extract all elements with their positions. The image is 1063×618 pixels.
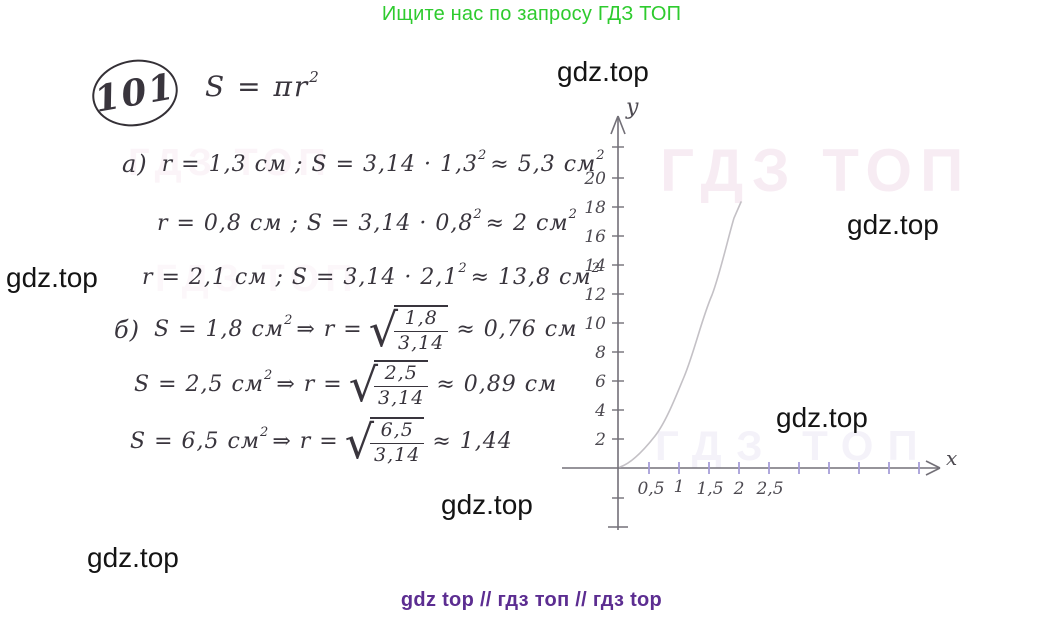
math-text: ⇒ r = [296, 317, 363, 343]
function-graph: у х 20 18 16 14 12 10 8 6 4 2 0,5 1 1,5 … [562, 95, 957, 530]
math-text: ≈ 0,89 см [436, 372, 558, 398]
x-axis-ticks [648, 462, 920, 474]
x-axis-label: х [946, 446, 957, 470]
exponent: 2 [264, 368, 274, 384]
y-axis [610, 115, 626, 530]
radical-sign: √ [344, 414, 376, 469]
exponent: 2 [478, 147, 488, 163]
exponent: 2 [458, 261, 468, 276]
exponent: 2 [473, 207, 483, 222]
fraction-numerator: 6,5 [370, 419, 425, 444]
math-text: S = 1,8 см [154, 317, 285, 343]
y-tick-labels: 20 18 16 14 12 10 8 6 4 2 [583, 169, 606, 450]
footer-links-text: gdz top // гдз топ // гдз top [400, 589, 663, 611]
svg-text:2,5: 2,5 [755, 479, 783, 499]
solution-line-a2: r = 0,8 см ; S = 3,14 · 0,8 2 ≈ 2 см 2 [143, 207, 581, 236]
problem-number: 101 [86, 53, 184, 133]
svg-text:0,5: 0,5 [637, 479, 664, 499]
svg-text:20: 20 [583, 169, 606, 189]
fraction-denominator: 3,14 [378, 386, 425, 409]
svg-text:14: 14 [584, 256, 606, 276]
watermark-gdz-top: gdz.top [776, 402, 868, 433]
faint-watermark: ГДЗ ТОП [128, 142, 332, 184]
fraction-numerator: 2,5 [374, 362, 429, 387]
math-text: ≈ 5,3 см [490, 151, 597, 177]
svg-text:8: 8 [595, 343, 606, 363]
part-label: а) [122, 150, 148, 178]
math-text: ≈ 2 см [485, 211, 569, 236]
math-text: S = 6,5 см [130, 429, 261, 455]
watermark-gdz-top: gdz.top [441, 489, 533, 520]
math-text: ⇒ r = [276, 372, 343, 398]
fraction: 6,5 3,14 [370, 417, 425, 467]
y-axis-ticks [608, 146, 628, 528]
svg-text:10: 10 [584, 314, 606, 334]
exponent: 2 [591, 261, 601, 276]
svg-text:2: 2 [594, 430, 606, 450]
svg-text:1,5: 1,5 [696, 479, 723, 499]
watermark-gdz-top: gdz.top [87, 542, 179, 573]
exponent: 2 [568, 207, 578, 222]
math-text: ≈ 13,8 см [470, 265, 592, 290]
solution-line-b1: б) S = 1,8 см 2 ⇒ r = √ 1,8 3,14 ≈ 0,76 с… [114, 305, 577, 355]
exponent: 2 [284, 313, 294, 329]
svg-text:2: 2 [733, 479, 745, 499]
solution-line-b2: S = 2,5 см 2 ⇒ r = √ 2,5 3,14 ≈ 0,89 см [120, 360, 557, 410]
svg-text:1: 1 [674, 477, 685, 497]
math-text: ≈ 1,44 [432, 429, 513, 455]
radical-sign: √ [348, 357, 380, 412]
math-text: ⇒ r = [272, 429, 339, 455]
x-axis [562, 460, 941, 476]
math-text: r = 2,1 см ; S = 3,14 · 2,1 [142, 265, 459, 290]
promo-banner-text: Ищите нас по запросу ГДЗ ТОП [381, 3, 682, 25]
fraction-denominator: 3,14 [374, 443, 421, 466]
math-text: r = 0,8 см ; S = 3,14 · 0,8 [157, 211, 474, 236]
solution-line-a3: r = 2,1 см ; S = 3,14 · 2,1 2 ≈ 13,8 см 2 [128, 261, 604, 290]
parabola-curve [619, 201, 742, 468]
x-tick-labels: 0,5 1 1,5 2 2,5 [637, 477, 783, 499]
faint-watermark: ГДЗ ТОП [155, 258, 359, 300]
y-axis-label: у [625, 95, 639, 120]
solution-line-a1: а) r = 1,3 см ; S = 3,14 · 1,3 2 ≈ 5,3 см… [122, 147, 609, 179]
fraction: 2,5 3,14 [374, 360, 429, 410]
svg-text:16: 16 [584, 227, 606, 247]
exponent: 2 [596, 147, 606, 163]
svg-text:12: 12 [584, 285, 606, 305]
fraction: 1,8 3,14 [394, 305, 449, 355]
faint-watermark: ГДЗ ТОП [655, 422, 932, 469]
exponent: 2 [260, 425, 270, 441]
watermark-gdz-top: gdz.top [557, 56, 649, 87]
radical-sign: √ [368, 302, 400, 357]
problem-formula: S = πr2 [205, 67, 321, 103]
watermark-gdz-top: gdz.top [6, 262, 98, 293]
fraction-denominator: 3,14 [398, 331, 445, 354]
faint-watermark: ГДЗ ТОП [660, 137, 972, 204]
math-text: S = 2,5 см [134, 372, 265, 398]
formula-exponent: 2 [309, 67, 321, 86]
solution-line-b3: S = 6,5 см 2 ⇒ r = √ 6,5 3,14 ≈ 1,44 [116, 417, 513, 467]
formula-body: S = πr [205, 70, 310, 103]
fraction-numerator: 1,8 [394, 307, 449, 332]
svg-text:18: 18 [584, 198, 606, 218]
math-text: ≈ 0,76 см [456, 317, 578, 343]
svg-text:4: 4 [594, 401, 606, 421]
math-text: r = 1,3 см ; S = 3,14 · 1,3 [161, 151, 478, 177]
part-label: б) [114, 315, 141, 344]
watermark-gdz-top: gdz.top [847, 209, 939, 240]
svg-text:6: 6 [595, 372, 606, 392]
